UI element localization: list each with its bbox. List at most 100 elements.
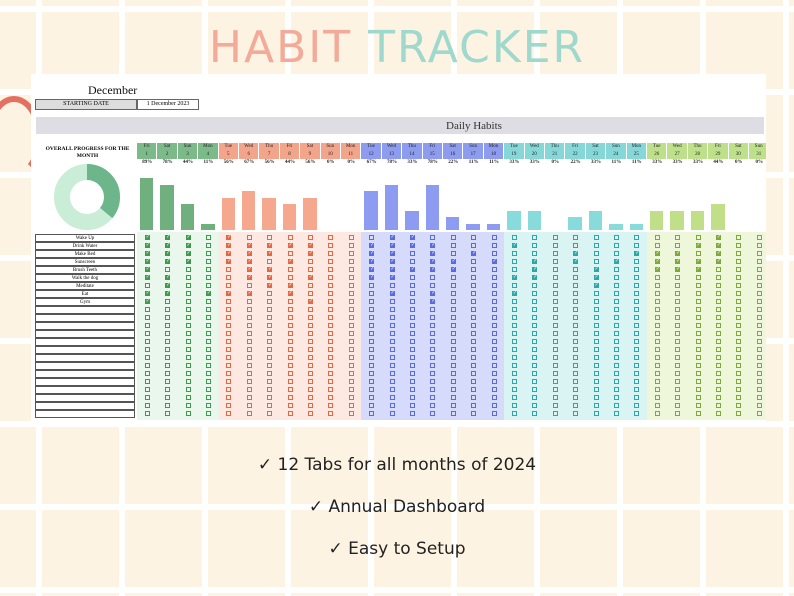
habit-checkbox-checked[interactable]: ✓	[144, 235, 150, 240]
habit-checkbox[interactable]	[491, 347, 497, 352]
habit-checkbox[interactable]	[756, 379, 762, 384]
habit-checkbox[interactable]	[593, 371, 599, 376]
habit-checkbox[interactable]	[226, 403, 232, 408]
habit-checkbox[interactable]	[593, 307, 599, 312]
habit-checkbox[interactable]	[267, 299, 273, 304]
habit-checkbox-checked[interactable]: ✓	[532, 275, 538, 280]
habit-checkbox[interactable]	[675, 315, 681, 320]
habit-checkbox[interactable]	[287, 411, 293, 416]
habit-checkbox[interactable]	[389, 371, 395, 376]
habit-checkbox[interactable]	[246, 283, 252, 288]
habit-checkbox-checked[interactable]: ✓	[144, 267, 150, 272]
habit-checkbox[interactable]	[287, 267, 293, 272]
habit-checkbox[interactable]	[205, 355, 211, 360]
habit-checkbox[interactable]	[511, 411, 517, 416]
habit-checkbox[interactable]	[348, 339, 354, 344]
habit-checkbox[interactable]	[756, 355, 762, 360]
habit-checkbox[interactable]	[756, 275, 762, 280]
habit-checkbox[interactable]	[328, 371, 334, 376]
habit-checkbox[interactable]	[328, 267, 334, 272]
habit-checkbox[interactable]	[185, 347, 191, 352]
habit-empty-cell[interactable]	[35, 306, 135, 314]
habit-checkbox[interactable]	[675, 243, 681, 248]
habit-checkbox[interactable]	[573, 371, 579, 376]
habit-checkbox[interactable]	[552, 307, 558, 312]
habit-checkbox[interactable]	[634, 307, 640, 312]
habit-checkbox[interactable]	[491, 275, 497, 280]
habit-checkbox[interactable]	[185, 315, 191, 320]
habit-checkbox[interactable]	[736, 347, 742, 352]
habit-checkbox-checked[interactable]: ✓	[369, 243, 375, 248]
habit-checkbox[interactable]	[389, 379, 395, 384]
habit-checkbox-checked[interactable]: ✓	[307, 251, 314, 256]
habit-checkbox[interactable]	[389, 331, 395, 336]
habit-checkbox-checked[interactable]: ✓	[185, 235, 191, 240]
habit-checkbox[interactable]	[185, 371, 191, 376]
habit-checkbox[interactable]	[287, 307, 293, 312]
habit-checkbox[interactable]	[573, 323, 579, 328]
habit-checkbox[interactable]	[634, 379, 640, 384]
habit-checkbox[interactable]	[634, 291, 640, 296]
habit-name-cell[interactable]: Walk the dog	[35, 274, 135, 282]
habit-checkbox-checked[interactable]: ✓	[144, 243, 150, 248]
habit-checkbox[interactable]	[756, 347, 762, 352]
habit-checkbox[interactable]	[307, 259, 313, 264]
habit-checkbox[interactable]	[552, 339, 558, 344]
habit-checkbox-checked[interactable]: ✓	[267, 243, 273, 248]
habit-checkbox[interactable]	[613, 235, 619, 240]
habit-checkbox[interactable]	[450, 347, 456, 352]
habit-checkbox[interactable]	[307, 347, 313, 352]
habit-checkbox[interactable]	[573, 387, 579, 392]
habit-checkbox[interactable]	[430, 347, 436, 352]
habit-checkbox[interactable]	[552, 251, 558, 256]
habit-checkbox[interactable]	[409, 339, 415, 344]
habit-checkbox[interactable]	[695, 411, 701, 416]
habit-checkbox[interactable]	[348, 403, 354, 408]
habit-checkbox[interactable]	[756, 291, 762, 296]
habit-checkbox[interactable]	[205, 395, 211, 400]
habit-checkbox[interactable]	[348, 251, 354, 256]
habit-checkbox[interactable]	[409, 331, 415, 336]
habit-checkbox-checked[interactable]: ✓	[715, 251, 722, 256]
habit-checkbox[interactable]	[450, 395, 456, 400]
habit-checkbox[interactable]	[471, 275, 477, 280]
habit-checkbox[interactable]	[165, 387, 171, 392]
habit-checkbox[interactable]	[511, 331, 517, 336]
habit-checkbox-checked[interactable]: ✓	[409, 267, 416, 272]
habit-checkbox-checked[interactable]: ✓	[573, 251, 579, 256]
habit-checkbox[interactable]	[369, 299, 375, 304]
habit-checkbox[interactable]	[471, 267, 477, 272]
habit-checkbox[interactable]	[532, 299, 538, 304]
habit-checkbox-checked[interactable]: ✓	[226, 243, 232, 248]
habit-checkbox[interactable]	[348, 331, 354, 336]
habit-checkbox-checked[interactable]: ✓	[430, 299, 436, 304]
habit-checkbox[interactable]	[715, 403, 721, 408]
habit-checkbox[interactable]	[736, 395, 742, 400]
habit-checkbox[interactable]	[165, 339, 171, 344]
habit-checkbox[interactable]	[287, 251, 293, 256]
habit-checkbox-checked[interactable]: ✓	[409, 243, 416, 248]
habit-checkbox[interactable]	[675, 291, 681, 296]
habit-checkbox[interactable]	[736, 387, 742, 392]
habit-checkbox[interactable]	[634, 323, 640, 328]
habit-checkbox[interactable]	[613, 403, 619, 408]
habit-empty-cell[interactable]	[35, 370, 135, 378]
habit-checkbox[interactable]	[695, 283, 701, 288]
habit-checkbox[interactable]	[307, 363, 313, 368]
habit-checkbox[interactable]	[654, 299, 660, 304]
habit-checkbox[interactable]	[389, 323, 395, 328]
habit-checkbox[interactable]	[675, 363, 681, 368]
habit-checkbox[interactable]	[205, 331, 211, 336]
habit-checkbox[interactable]	[736, 259, 742, 264]
habit-checkbox[interactable]	[246, 339, 252, 344]
habit-checkbox[interactable]	[715, 331, 721, 336]
habit-checkbox-checked[interactable]: ✓	[369, 267, 375, 272]
habit-checkbox[interactable]	[409, 411, 415, 416]
habit-checkbox[interactable]	[593, 347, 599, 352]
habit-checkbox[interactable]	[348, 323, 354, 328]
habit-checkbox[interactable]	[471, 299, 477, 304]
habit-checkbox[interactable]	[695, 331, 701, 336]
habit-checkbox[interactable]	[369, 331, 375, 336]
habit-checkbox[interactable]	[552, 243, 558, 248]
habit-checkbox[interactable]	[389, 403, 395, 408]
